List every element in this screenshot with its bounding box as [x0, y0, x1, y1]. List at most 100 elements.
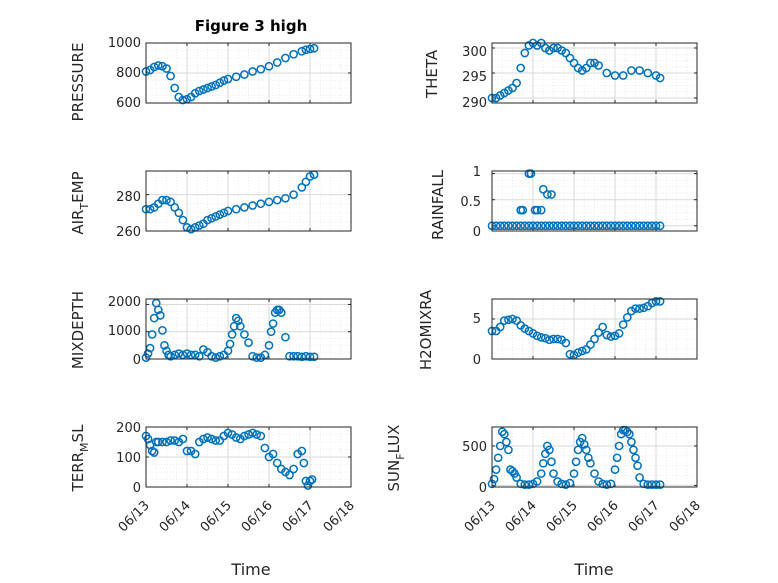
- data-point: [493, 453, 503, 463]
- data-point: [602, 330, 612, 340]
- y-axis-label-mixdepth: MIXDEPTH: [69, 291, 87, 369]
- data-point: [532, 205, 542, 215]
- data-point: [639, 221, 649, 231]
- data-point: [520, 221, 530, 231]
- data-point: [573, 445, 583, 455]
- data-point: [625, 429, 634, 439]
- data-point: [285, 351, 294, 361]
- data-point: [512, 221, 521, 231]
- data-point: [594, 221, 603, 231]
- data-point: [256, 431, 266, 441]
- data-point: [240, 203, 249, 212]
- data-point: [153, 61, 163, 70]
- data-point: [211, 212, 221, 221]
- data-point: [504, 221, 513, 231]
- data-point: [497, 427, 507, 437]
- figure-title: Figure 3 high: [195, 17, 308, 35]
- data-point: [153, 437, 163, 447]
- data-point: [543, 190, 552, 199]
- axes-box: [491, 426, 698, 488]
- y-tick-label: 260: [116, 225, 141, 240]
- data-point: [194, 86, 204, 96]
- data-point: [248, 351, 257, 361]
- y-tick-label: 295: [462, 70, 487, 85]
- data-point: [240, 70, 249, 79]
- data-point: [508, 314, 517, 324]
- data-point: [207, 213, 216, 223]
- data-point: [231, 204, 241, 214]
- data-point: [627, 437, 636, 447]
- data-point: [602, 480, 612, 489]
- data-point: [545, 335, 554, 345]
- data-point: [565, 221, 575, 231]
- data-point: [635, 66, 644, 75]
- data-point: [264, 61, 274, 71]
- data-point: [655, 73, 665, 83]
- panel-pressure: Figure 3 high PRESSURE 1000 800 600: [69, 17, 352, 121]
- data-point: [561, 480, 571, 489]
- data-point: [532, 221, 542, 231]
- data-point: [598, 322, 608, 332]
- y-axis-label-h2omixra: H2OMIXRA: [417, 289, 435, 370]
- data-point: [536, 221, 546, 231]
- y-tick-label: 1000: [108, 324, 141, 339]
- y-tick-label: 600: [116, 96, 141, 111]
- data-point: [289, 351, 298, 361]
- data-point: [162, 64, 171, 73]
- axes-box: [145, 170, 352, 232]
- data-point: [635, 221, 644, 231]
- data-point: [303, 481, 313, 490]
- y-axis-label-air-temp: AIRTEMP: [69, 171, 91, 234]
- data-point: [190, 449, 200, 459]
- data-point: [227, 330, 237, 339]
- y-axis-label-terr-msl: TERRMSL: [69, 424, 91, 493]
- y-tick-label: 5: [473, 312, 481, 327]
- data-point: [594, 61, 603, 70]
- data-point: [301, 177, 311, 187]
- data-point: [561, 221, 571, 231]
- data-point: [166, 197, 175, 207]
- data-point: [538, 458, 548, 468]
- data-point: [260, 443, 270, 453]
- data-point: [174, 349, 184, 358]
- plot-area-sun-flux: [487, 425, 698, 489]
- data-point: [207, 351, 216, 361]
- plot-area-h2omixra: [487, 297, 698, 360]
- data-point: [147, 446, 157, 456]
- data-point: [305, 44, 315, 54]
- data-point: [207, 82, 216, 91]
- data-point: [639, 303, 649, 313]
- data-point: [606, 332, 616, 341]
- data-point: [231, 72, 241, 82]
- data-point: [240, 431, 249, 441]
- data-point: [495, 441, 505, 451]
- data-point: [281, 53, 290, 63]
- data-point: [309, 352, 319, 362]
- data-point: [635, 473, 644, 482]
- data-point: [268, 319, 278, 328]
- data-point: [549, 334, 558, 344]
- data-point: [586, 58, 595, 68]
- data-point: [203, 433, 212, 442]
- data-point: [526, 169, 536, 178]
- data-point: [573, 221, 583, 231]
- data-point: [289, 464, 298, 474]
- data-point: [285, 470, 294, 480]
- data-point: [174, 208, 184, 218]
- data-point: [631, 304, 640, 313]
- data-point: [610, 71, 620, 80]
- data-point: [170, 83, 180, 93]
- data-point: [545, 445, 554, 455]
- data-point: [272, 458, 282, 468]
- data-point: [182, 446, 192, 456]
- data-point: [170, 436, 180, 445]
- data-point: [586, 458, 595, 468]
- data-point: [281, 332, 290, 342]
- y-tick-label: 0: [473, 225, 481, 240]
- data-point: [520, 480, 530, 489]
- data-point: [594, 328, 603, 337]
- data-point: [281, 193, 290, 203]
- data-point: [655, 297, 665, 306]
- data-point: [268, 449, 278, 459]
- panel-theta: THETA 300 295 290: [423, 38, 698, 111]
